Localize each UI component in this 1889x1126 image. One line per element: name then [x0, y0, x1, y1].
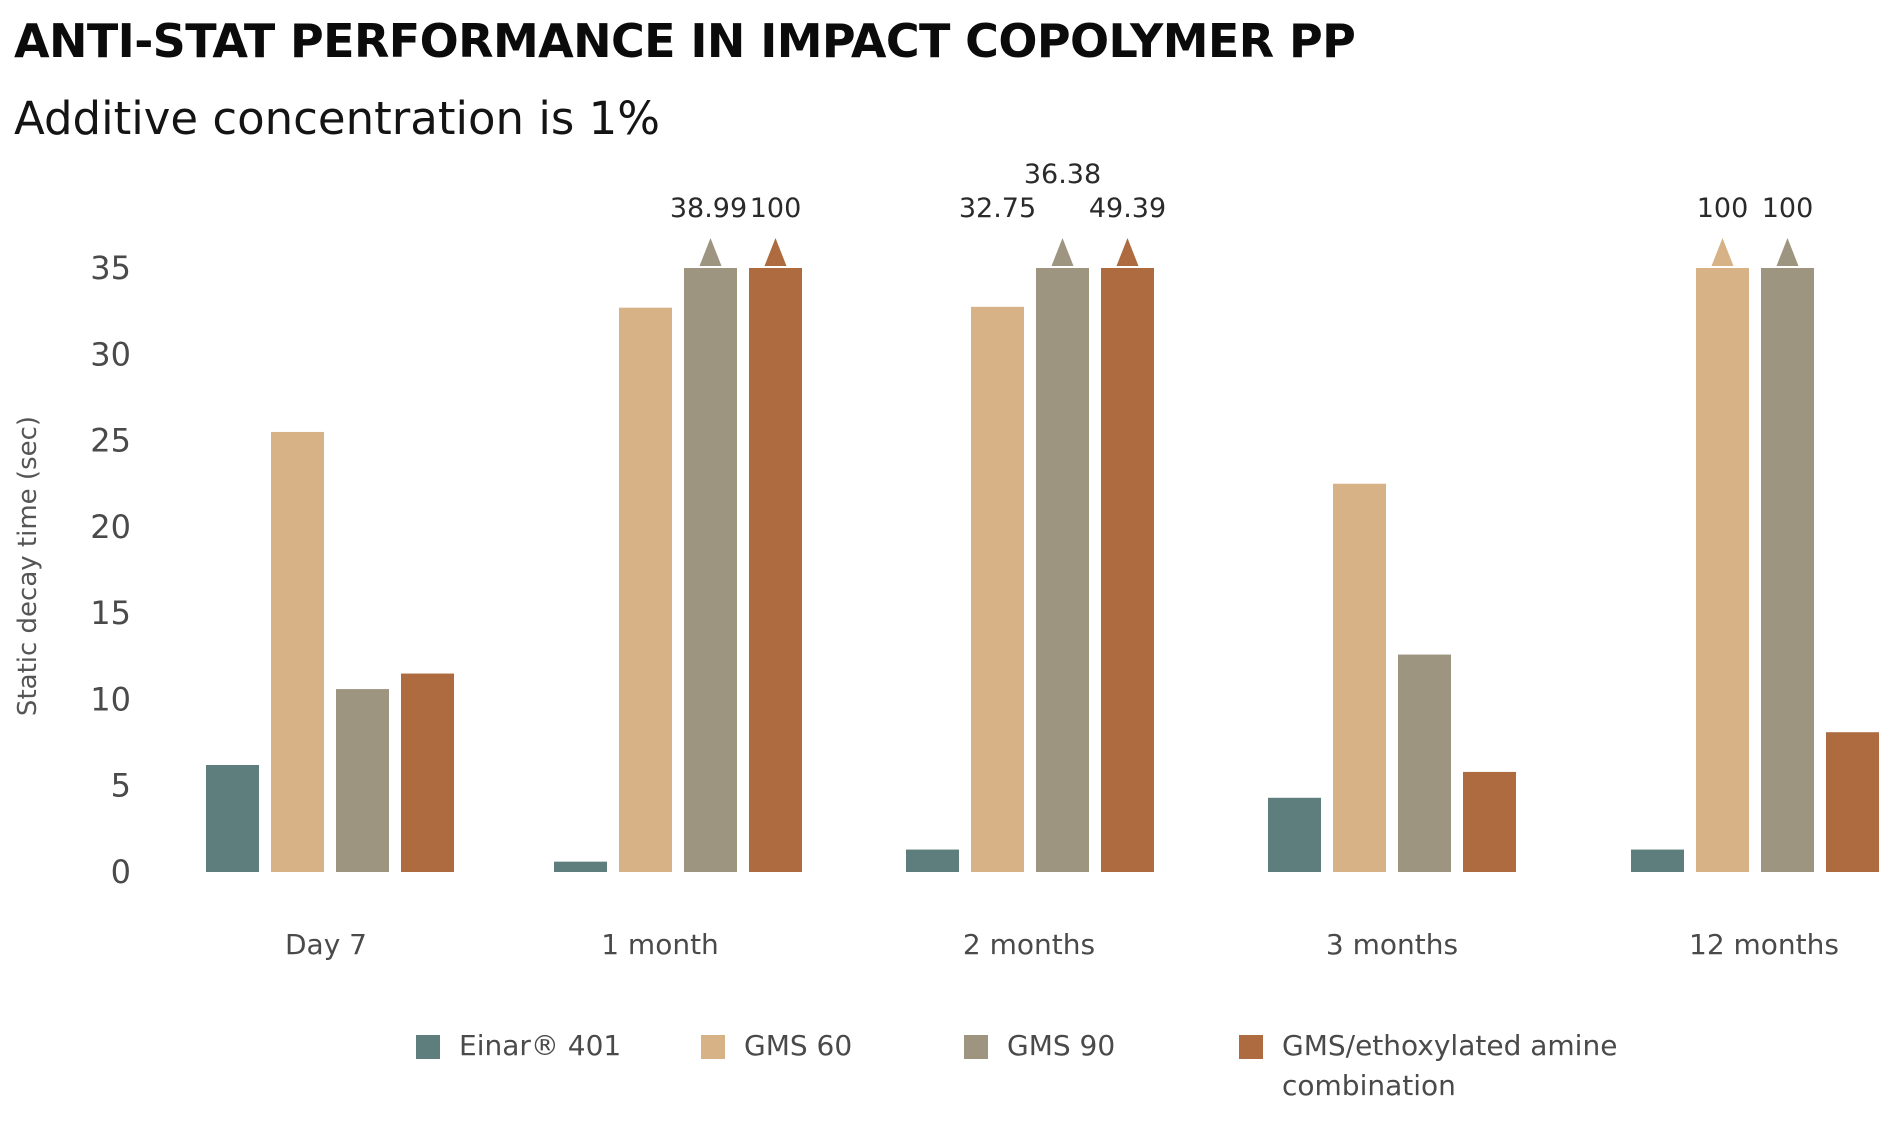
bar — [1826, 732, 1879, 872]
offscale-value-label: 49.39 — [1089, 193, 1166, 224]
offscale-value-label: 38.99 — [670, 193, 747, 224]
bar — [554, 861, 607, 872]
legend-item: GMS 60 — [701, 1026, 852, 1066]
offscale-value-label: 100 — [750, 193, 802, 224]
bar — [336, 689, 389, 872]
offscale-value-label: 36.38 — [1024, 159, 1101, 190]
legend-label-line: Einar® 401 — [459, 1029, 622, 1062]
y-axis-label: Static decay time (sec) — [13, 416, 43, 716]
y-tick-label: 15 — [90, 594, 131, 632]
bar — [684, 268, 737, 872]
bar — [1463, 771, 1516, 872]
y-tick-label: 30 — [90, 335, 131, 373]
legend-label-line: combination — [1282, 1069, 1456, 1102]
y-tick-label: 10 — [90, 680, 131, 718]
bar — [401, 673, 454, 872]
x-axis: Day 7 1 month 2 months 3 months 12 months — [285, 928, 1839, 961]
legend-swatch — [701, 1035, 725, 1059]
bar — [749, 268, 802, 872]
bar — [1398, 654, 1451, 872]
y-tick-label: 5 — [111, 767, 131, 805]
bar — [971, 306, 1024, 872]
offscale-value-label: 100 — [1762, 193, 1814, 224]
y-tick-label: 0 — [111, 853, 131, 891]
legend-label: GMS 90 — [1007, 1026, 1115, 1066]
x-category-label: 3 months — [1326, 928, 1458, 961]
bar — [1268, 797, 1321, 872]
legend-swatch — [964, 1035, 988, 1059]
chart-subtitle: Additive concentration is 1% — [14, 92, 660, 145]
bar — [1761, 268, 1814, 872]
bar — [206, 765, 259, 872]
bars-group — [206, 268, 1879, 873]
bar — [619, 307, 672, 873]
legend: Einar® 401 GMS 60 GMS 90 GMS/ethoxylated am… — [0, 1026, 1889, 1126]
offscale-arrow — [1116, 238, 1139, 266]
legend-label-line: GMS 60 — [744, 1029, 853, 1062]
legend-item: Einar® 401 — [416, 1026, 621, 1066]
offscale-arrow — [1776, 238, 1799, 266]
offscale-arrow — [699, 238, 722, 266]
legend-label-line: GMS/ethoxylated amine — [1282, 1029, 1618, 1062]
x-category-label: 2 months — [963, 928, 1095, 961]
legend-item: GMS/ethoxylated amine combination — [1239, 1026, 1617, 1106]
legend-label-line: GMS 90 — [1007, 1029, 1116, 1062]
chart-title: ANTI-STAT PERFORMANCE IN IMPACT COPOLYME… — [14, 14, 1356, 68]
x-category-label: 12 months — [1689, 928, 1839, 961]
y-tick-label: 25 — [90, 422, 131, 460]
legend-label: Einar® 401 — [459, 1026, 621, 1066]
offscale-value-label: 32.75 — [959, 193, 1036, 224]
offscale-arrow — [1051, 238, 1074, 266]
bar — [1333, 483, 1386, 872]
offscale-value-label: 100 — [1697, 193, 1749, 224]
y-axis: 0 5 10 15 20 25 30 35 — [90, 249, 131, 891]
y-tick-label: 20 — [90, 508, 131, 546]
offscale-arrow — [1711, 238, 1734, 266]
x-category-label: 1 month — [601, 928, 719, 961]
offscale-arrow — [764, 238, 787, 266]
y-tick-label: 35 — [90, 249, 131, 287]
legend-swatch — [1239, 1035, 1263, 1059]
bar — [1696, 268, 1749, 872]
legend-label: GMS 60 — [744, 1026, 852, 1066]
legend-swatch — [416, 1035, 440, 1059]
bar — [1036, 268, 1089, 872]
legend-label: GMS/ethoxylated amine combination — [1282, 1026, 1617, 1106]
bar — [1631, 849, 1684, 872]
x-category-label: Day 7 — [285, 928, 367, 961]
bar — [906, 849, 959, 872]
bar — [271, 431, 324, 872]
legend-item: GMS 90 — [964, 1026, 1115, 1066]
bar — [1101, 268, 1154, 872]
